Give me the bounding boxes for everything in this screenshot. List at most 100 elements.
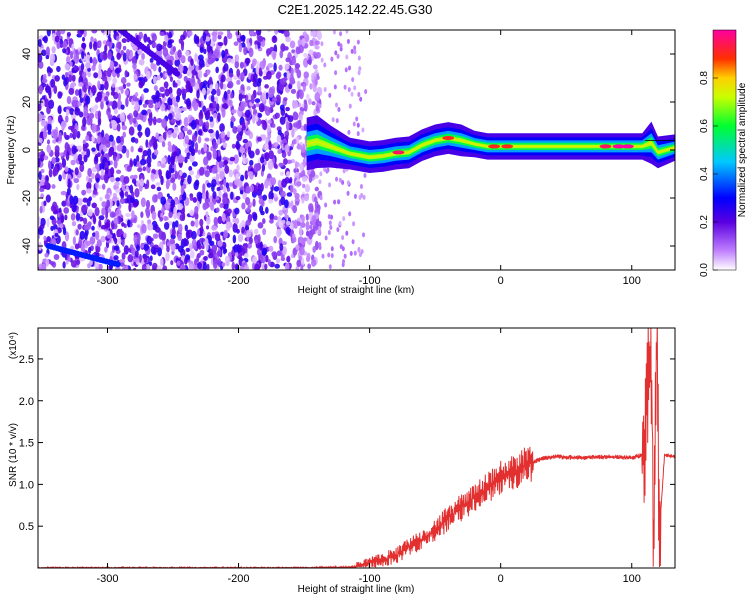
noise-blob — [152, 75, 157, 85]
noise-blob — [141, 109, 147, 116]
noise-blob — [145, 70, 151, 80]
noise-blob — [310, 170, 316, 178]
noise-blob — [101, 201, 107, 208]
noise-blob — [62, 226, 67, 236]
noise-blob — [169, 76, 174, 82]
noise-blob — [110, 220, 115, 230]
noise-blob — [61, 74, 66, 80]
noise-blob — [269, 213, 275, 221]
noise-blob — [92, 41, 98, 51]
noise-blob — [202, 202, 208, 211]
noise-blob — [221, 262, 226, 267]
x-tick-label: -100 — [359, 573, 381, 585]
noise-blob — [195, 174, 200, 180]
noise-blob — [279, 49, 284, 59]
noise-blob — [62, 261, 66, 269]
noise-blob — [243, 46, 248, 56]
noise-blob — [45, 46, 50, 56]
noise-blob — [199, 46, 204, 54]
noise-blob — [184, 224, 188, 232]
noise-blob — [204, 137, 210, 142]
snr-y-label: SNR (10 * v/v) — [8, 423, 19, 487]
noise-blob — [130, 145, 134, 153]
noise-blob — [346, 180, 350, 186]
noise-blob — [254, 239, 259, 245]
noise-blob — [300, 264, 304, 270]
noise-blob — [213, 259, 218, 269]
noise-blob — [255, 30, 262, 36]
noise-blob — [120, 86, 124, 94]
noise-blob — [233, 41, 239, 46]
noise-blob — [221, 49, 226, 59]
noise-blob — [223, 160, 229, 165]
noise-blob — [222, 142, 228, 149]
noise-blob — [349, 250, 353, 256]
noise-blob — [298, 113, 303, 122]
noise-blob — [319, 195, 323, 201]
noise-blob — [147, 148, 152, 158]
noise-blob — [345, 230, 349, 236]
noise-blob — [132, 62, 137, 70]
y-tick-label: 1.0 — [19, 479, 34, 491]
noise-blob — [245, 58, 250, 67]
noise-blob — [81, 71, 87, 80]
noise-blob — [303, 71, 309, 79]
noise-blob — [311, 215, 317, 224]
noise-blob — [121, 38, 127, 44]
noise-blob — [128, 126, 135, 136]
noise-blob — [196, 228, 201, 237]
noise-blob — [311, 101, 316, 106]
noise-blob — [338, 220, 342, 226]
noise-blob — [149, 57, 154, 63]
noise-blob — [194, 142, 199, 152]
noise-blob — [193, 258, 198, 266]
noise-blob — [63, 78, 68, 87]
noise-blob — [323, 87, 327, 93]
noise-blob — [60, 120, 67, 129]
noise-blob — [155, 90, 160, 100]
noise-blob — [65, 151, 70, 161]
noise-blob — [339, 244, 343, 250]
noise-blob — [262, 218, 266, 225]
noise-blob — [341, 235, 345, 241]
noise-blob — [262, 228, 267, 236]
noise-blob — [217, 112, 221, 123]
noise-blob — [45, 194, 51, 203]
noise-blob — [201, 245, 205, 250]
noise-blob — [247, 146, 252, 156]
noise-blob — [96, 152, 101, 158]
noise-blob — [190, 250, 195, 259]
noise-blob — [265, 92, 269, 100]
noise-blob — [98, 185, 102, 190]
noise-blob — [330, 56, 334, 62]
noise-blob — [41, 49, 47, 57]
noise-blob — [273, 186, 280, 192]
noise-streak — [114, 261, 121, 268]
noise-blob — [48, 160, 52, 170]
noise-blob — [215, 207, 220, 213]
noise-blob — [176, 87, 182, 97]
noise-blob — [194, 206, 199, 215]
noise-blob — [211, 244, 218, 253]
noise-blob — [111, 212, 117, 218]
noise-blob — [87, 71, 92, 78]
noise-blob — [264, 179, 269, 189]
noise-blob — [116, 144, 123, 152]
noise-blob — [346, 38, 350, 44]
noise-blob — [38, 84, 43, 95]
noise-blob — [264, 152, 270, 162]
noise-blob — [176, 260, 181, 266]
noise-blob — [273, 163, 278, 169]
noise-blob — [258, 67, 262, 76]
noise-blob — [182, 126, 188, 132]
noise-blob — [260, 254, 266, 264]
noise-blob — [177, 154, 184, 164]
noise-blob — [357, 55, 361, 61]
noise-blob — [113, 159, 118, 169]
noise-blob — [356, 39, 360, 45]
noise-blob — [244, 170, 249, 180]
noise-blob — [280, 171, 284, 176]
noise-blob — [315, 105, 320, 112]
noise-blob — [177, 49, 182, 58]
noise-blob — [173, 126, 180, 134]
